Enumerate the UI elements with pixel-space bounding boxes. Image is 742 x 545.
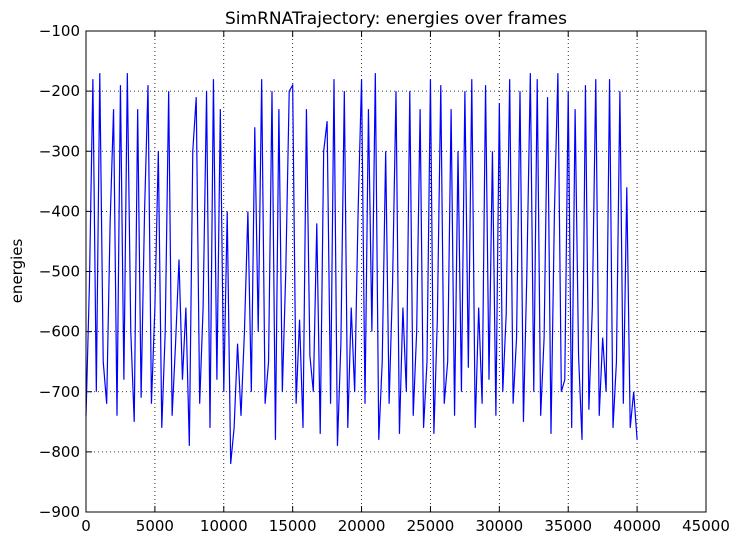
chart-title: SimRNATrajectory: energies over frames: [225, 9, 567, 29]
x-tick-label: 15000: [269, 517, 317, 535]
x-tick-label: 0: [81, 517, 91, 535]
y-tick-label: −500: [39, 263, 80, 281]
x-tick-label: 5000: [136, 517, 174, 535]
x-tick-label: 25000: [407, 517, 455, 535]
x-tick-label: 35000: [544, 517, 592, 535]
y-tick-label: −100: [39, 22, 80, 40]
y-tick-label: −700: [39, 383, 80, 401]
x-tick-label: 10000: [200, 517, 248, 535]
y-tick-label: −800: [39, 443, 80, 461]
y-tick-label: −900: [39, 503, 80, 521]
x-tick-label: 40000: [613, 517, 661, 535]
y-tick-label: −400: [39, 202, 80, 220]
y-axis-label: energies: [8, 239, 26, 304]
x-tick-label: 30000: [475, 517, 523, 535]
y-tick-label: −600: [39, 323, 80, 341]
y-tick-label: −200: [39, 82, 80, 100]
data-line: [85, 73, 638, 464]
x-tick-label: 20000: [338, 517, 386, 535]
plot-frame: [85, 30, 707, 513]
y-tick-label: −300: [39, 142, 80, 160]
x-tick-label: 45000: [682, 517, 730, 535]
